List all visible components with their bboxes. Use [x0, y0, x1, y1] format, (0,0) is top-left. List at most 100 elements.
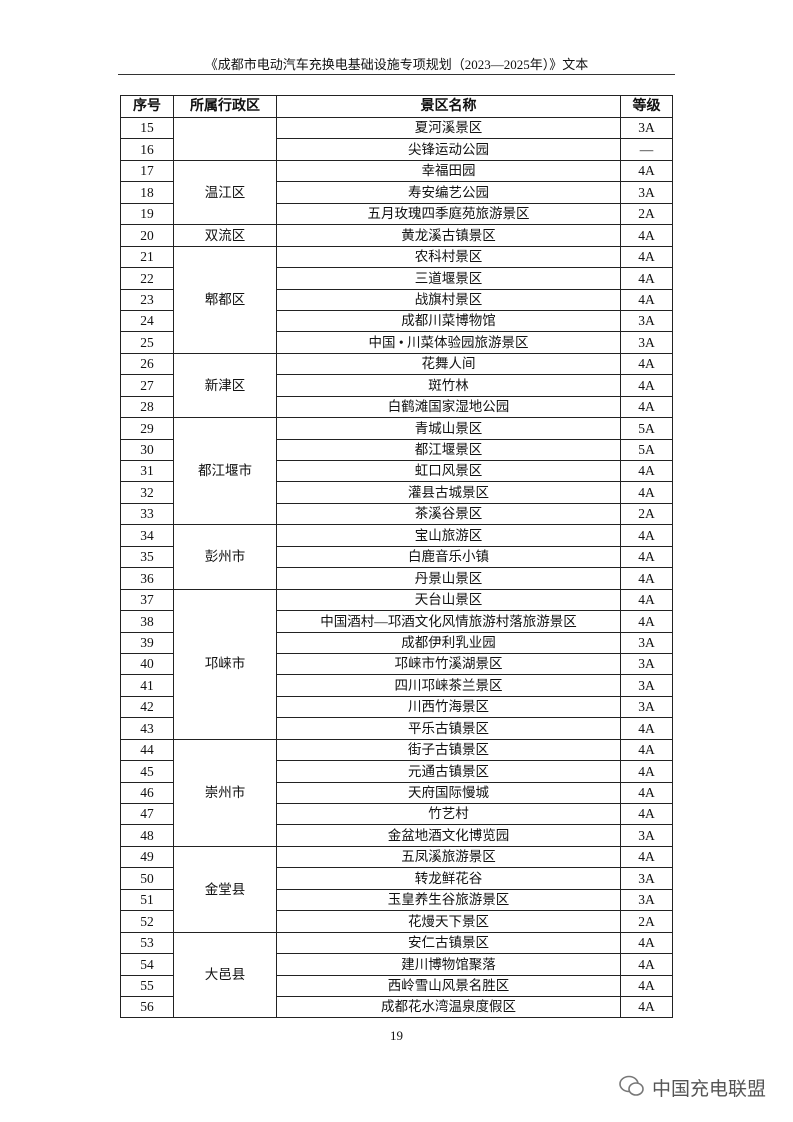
- table-row: 36 丹景山景区 4A: [120, 567, 673, 590]
- table-row: 34 彭州市 宝山旅游区 4A: [120, 524, 673, 590]
- cell-number: 22: [120, 267, 174, 290]
- cell-name: 宝山旅游区: [276, 524, 621, 547]
- cell-name: 金盆地酒文化博览园: [276, 824, 621, 847]
- cell-grade: —: [620, 138, 673, 161]
- cell-grade: 4A: [620, 931, 673, 955]
- cell-number: 36: [120, 567, 174, 590]
- cell-grade: 4A: [620, 760, 673, 783]
- cell-number: 20: [120, 224, 174, 247]
- cell-name: 五凤溪旅游景区: [276, 845, 621, 869]
- cell-grade: 4A: [620, 567, 673, 590]
- cell-district: 崇州市: [173, 738, 277, 847]
- table-row: 44 崇州市 街子古镇景区 4A: [120, 738, 673, 847]
- cell-name: 街子古镇景区: [276, 738, 621, 762]
- cell-name: 邛崃市竹溪湖景区: [276, 652, 621, 676]
- cell-name: 三道堰景区: [276, 267, 621, 290]
- cell-number: 24: [120, 309, 174, 333]
- table-row: 17 温江区 幸福田园 4A: [120, 159, 673, 226]
- table-row: 23 战旗村景区 4A: [120, 288, 673, 311]
- table-row: 40 邛崃市竹溪湖景区 3A: [120, 652, 673, 676]
- table-row: 33 茶溪谷景区 2A: [120, 502, 673, 526]
- table-row: 27 斑竹林 4A: [120, 374, 673, 397]
- cell-number: 17: [120, 159, 174, 183]
- cell-grade: 3A: [620, 309, 673, 333]
- cell-number: 31: [120, 459, 174, 483]
- cell-name: 白鹤滩国家湿地公园: [276, 395, 621, 419]
- cell-name: 平乐古镇景区: [276, 717, 621, 740]
- cell-number: 56: [120, 995, 174, 1019]
- cell-grade: 3A: [620, 824, 673, 847]
- cell-name: 花舞人间: [276, 352, 621, 376]
- table-row: 54 建川博物馆聚落 4A: [120, 953, 673, 976]
- cell-name: 元通古镇景区: [276, 760, 621, 783]
- cell-name: 川西竹海景区: [276, 695, 621, 719]
- cell-name: 中国 • 川菜体验园旅游景区: [276, 331, 621, 354]
- cell-grade: 4A: [620, 267, 673, 290]
- table-row: 56 成都花水湾温泉度假区 4A: [120, 995, 673, 1019]
- cell-district: 彭州市: [173, 524, 277, 590]
- cell-district: 双流区: [173, 224, 277, 247]
- table-row: 48 金盆地酒文化博览园 3A: [120, 824, 673, 847]
- header-rule: [118, 74, 675, 75]
- cell-grade: 4A: [620, 588, 673, 612]
- cell-name: 农科村景区: [276, 245, 621, 269]
- cell-district: 邛崃市: [173, 588, 277, 740]
- cell-grade: 4A: [620, 802, 673, 826]
- cell-grade: 3A: [620, 181, 673, 204]
- table-row: 52 花熳天下景区 2A: [120, 910, 673, 933]
- cell-name: 丹景山景区: [276, 567, 621, 590]
- cell-number: 27: [120, 374, 174, 397]
- table-row: 55 西岭雪山风景名胜区 4A: [120, 974, 673, 997]
- table-row: 25 中国 • 川菜体验园旅游景区 3A: [120, 331, 673, 354]
- cell-grade: 3A: [620, 867, 673, 890]
- cell-district: [173, 117, 277, 161]
- cell-name: 五月玫瑰四季庭苑旅游景区: [276, 202, 621, 226]
- table-row: 18 寿安编艺公园 3A: [120, 181, 673, 204]
- table-row: 41 四川邛崃茶兰景区 3A: [120, 674, 673, 697]
- cell-number: 32: [120, 481, 174, 504]
- table-row: 38 中国酒村—邛酒文化风情旅游村落旅游景区 4A: [120, 610, 673, 633]
- column-header: 序号: [120, 95, 174, 118]
- cell-grade: 4A: [620, 159, 673, 183]
- table-row: 28 白鹤滩国家湿地公园 4A: [120, 395, 673, 419]
- cell-number: 35: [120, 545, 174, 569]
- cell-name: 成都伊利乳业园: [276, 631, 621, 654]
- table-row: 46 天府国际慢城 4A: [120, 781, 673, 805]
- table-row: 26 新津区 花舞人间 4A: [120, 352, 673, 419]
- cell-grade: 4A: [620, 481, 673, 504]
- column-header: 等级: [620, 95, 673, 118]
- cell-name: 尖锋运动公园: [276, 138, 621, 161]
- table-row: 49 金堂县 五凤溪旅游景区 4A: [120, 845, 673, 933]
- cell-grade: 4A: [620, 995, 673, 1019]
- cell-grade: 3A: [620, 331, 673, 354]
- cell-name: 中国酒村—邛酒文化风情旅游村落旅游景区: [276, 610, 621, 633]
- cell-number: 41: [120, 674, 174, 697]
- table-row: 43 平乐古镇景区 4A: [120, 717, 673, 740]
- cell-number: 49: [120, 845, 174, 869]
- column-header: 景区名称: [276, 95, 621, 118]
- cell-grade: 4A: [620, 717, 673, 740]
- table-row: 21 郫都区 农科村景区 4A: [120, 245, 673, 354]
- table-row: 24 成都川菜博物馆 3A: [120, 309, 673, 333]
- cell-number: 29: [120, 417, 174, 440]
- cell-name: 竹艺村: [276, 802, 621, 826]
- cell-grade: 4A: [620, 545, 673, 569]
- cell-number: 47: [120, 802, 174, 826]
- cell-grade: 4A: [620, 245, 673, 269]
- cell-name: 青城山景区: [276, 417, 621, 440]
- cell-name: 成都川菜博物馆: [276, 309, 621, 333]
- cell-number: 18: [120, 181, 174, 204]
- table-row: 39 成都伊利乳业园 3A: [120, 631, 673, 654]
- table-row: 47 竹艺村 4A: [120, 802, 673, 826]
- cell-grade: 4A: [620, 524, 673, 547]
- cell-name: 战旗村景区: [276, 288, 621, 311]
- cell-name: 幸福田园: [276, 159, 621, 183]
- cell-grade: 3A: [620, 631, 673, 654]
- cell-district: 大邑县: [173, 931, 277, 1019]
- cell-grade: 4A: [620, 352, 673, 376]
- cell-number: 19: [120, 202, 174, 226]
- cell-number: 15: [120, 116, 174, 140]
- cell-number: 26: [120, 352, 174, 376]
- cell-grade: 2A: [620, 502, 673, 526]
